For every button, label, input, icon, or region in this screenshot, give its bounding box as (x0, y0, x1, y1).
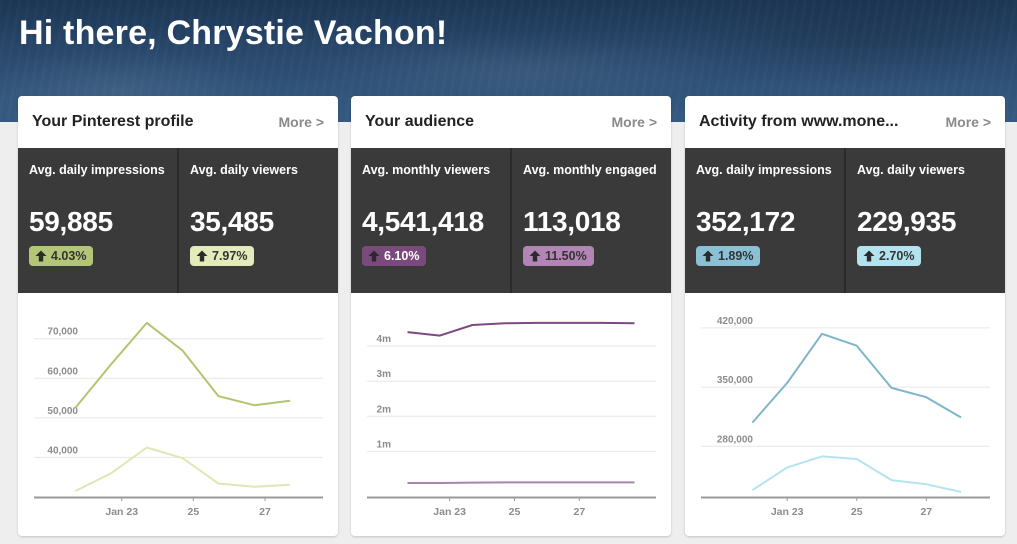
stat-label: Avg. daily impressions (29, 163, 165, 177)
change-badge: 7.97% (190, 246, 255, 266)
arrow-up-icon (368, 250, 380, 262)
stats-panel: Avg. daily impressions 59,885 4.03% Avg. da… (18, 148, 338, 293)
more-link[interactable]: More > (611, 114, 657, 130)
y-tick-label: 3m (377, 369, 392, 380)
stat-value: 4,541,418 (362, 206, 484, 237)
stat-value: 113,018 (523, 206, 621, 237)
y-tick-label: 70,000 (47, 327, 78, 338)
line-chart: 280,000 350,000 420,000 Jan 23 25 27 (685, 293, 1005, 536)
x-tick-label: 25 (188, 506, 200, 518)
card-your-audience: Your audience More > Avg. monthly viewers 4… (351, 96, 671, 536)
stats-panel: Avg. daily impressions 352,172 1.89% Avg. d… (685, 148, 1005, 293)
stat-block: Avg. monthly engaged 113,018 11.50% (510, 148, 671, 293)
change-badge: 4.03% (29, 246, 94, 266)
y-tick-label: 420,000 (717, 316, 754, 327)
stat-value: 59,885 (29, 206, 113, 237)
chart-svg: 1m 2m 3m 4m Jan 23 25 27 (367, 321, 656, 518)
y-tick-label: 1m (377, 439, 392, 450)
y-tick-label: 40,000 (47, 445, 78, 456)
line-chart: 40,000 50,000 60,000 70,000 Jan 23 25 27 (18, 293, 338, 536)
y-tick-label: 50,000 (47, 406, 78, 417)
stat-block: Avg. daily viewers 229,935 2.70% (844, 148, 1005, 293)
card-header: Your audience More > (351, 96, 671, 148)
stat-label: Avg. monthly engaged (523, 163, 657, 177)
stat-label: Avg. daily impressions (696, 163, 832, 177)
arrow-up-icon (35, 250, 47, 262)
x-tick-label: Jan 23 (433, 506, 466, 518)
series-line-1 (751, 332, 962, 424)
change-badge: 1.89% (696, 246, 761, 266)
y-tick-label: 280,000 (717, 434, 754, 445)
series-line-2 (407, 481, 635, 484)
stat-label: Avg. monthly viewers (362, 163, 491, 177)
greeting-title: Hi there, Chrystie Vachon! (19, 14, 448, 52)
card-title: Your Pinterest profile (32, 113, 194, 130)
y-tick-label: 60,000 (47, 366, 78, 377)
line-chart: 1m 2m 3m 4m Jan 23 25 27 (351, 293, 671, 536)
stat-value: 35,485 (190, 206, 274, 237)
x-tick-label: Jan 23 (771, 506, 804, 518)
series-line-1 (74, 321, 291, 409)
y-tick-label: 2m (377, 404, 392, 415)
change-value: 4.03% (51, 249, 87, 263)
x-tick-label: 25 (851, 506, 863, 518)
change-value: 1.89% (718, 249, 754, 263)
change-badge: 2.70% (857, 246, 922, 266)
stat-block: Avg. daily impressions 59,885 4.03% (18, 148, 177, 293)
stat-label: Avg. daily viewers (190, 163, 298, 177)
y-tick-label: 4m (377, 334, 392, 345)
series-line-1 (407, 321, 635, 337)
change-value: 11.50% (545, 249, 587, 263)
y-tick-label: 350,000 (717, 375, 754, 386)
card-header: Your Pinterest profile More > (18, 96, 338, 148)
change-value: 6.10% (384, 249, 420, 263)
stat-block: Avg. monthly viewers 4,541,418 6.10% (351, 148, 510, 293)
change-badge: 6.10% (362, 246, 427, 266)
chart-svg: 40,000 50,000 60,000 70,000 Jan 23 25 27 (34, 321, 323, 518)
chart-svg: 280,000 350,000 420,000 Jan 23 25 27 (701, 316, 990, 518)
card-pinterest-profile: Your Pinterest profile More > Avg. daily i… (18, 96, 338, 536)
x-tick-label: 27 (259, 506, 271, 518)
x-tick-label: Jan 23 (105, 506, 138, 518)
x-tick-label: 27 (574, 506, 586, 518)
more-link[interactable]: More > (278, 114, 324, 130)
arrow-up-icon (863, 250, 875, 262)
arrow-up-icon (702, 250, 714, 262)
stat-value: 352,172 (696, 206, 796, 237)
stat-label: Avg. daily viewers (857, 163, 965, 177)
card-activity-website: Activity from www.mone... More > Avg. dail… (685, 96, 1005, 536)
card-title: Activity from www.mone... (699, 113, 899, 130)
arrow-up-icon (529, 250, 541, 262)
stat-block: Avg. daily viewers 35,485 7.97% (177, 148, 338, 293)
card-title: Your audience (365, 113, 475, 130)
stat-value: 229,935 (857, 206, 957, 237)
arrow-up-icon (196, 250, 208, 262)
stats-panel: Avg. monthly viewers 4,541,418 6.10% Avg. m… (351, 148, 671, 293)
change-value: 2.70% (879, 249, 915, 263)
series-line-2 (74, 446, 291, 492)
more-link[interactable]: More > (945, 114, 991, 130)
stat-block: Avg. daily impressions 352,172 1.89% (685, 148, 844, 293)
x-tick-label: 25 (509, 506, 521, 518)
series-line-2 (751, 455, 962, 493)
change-value: 7.97% (212, 249, 248, 263)
x-tick-label: 27 (920, 506, 932, 518)
change-badge: 11.50% (523, 246, 594, 266)
card-header: Activity from www.mone... More > (685, 96, 1005, 148)
